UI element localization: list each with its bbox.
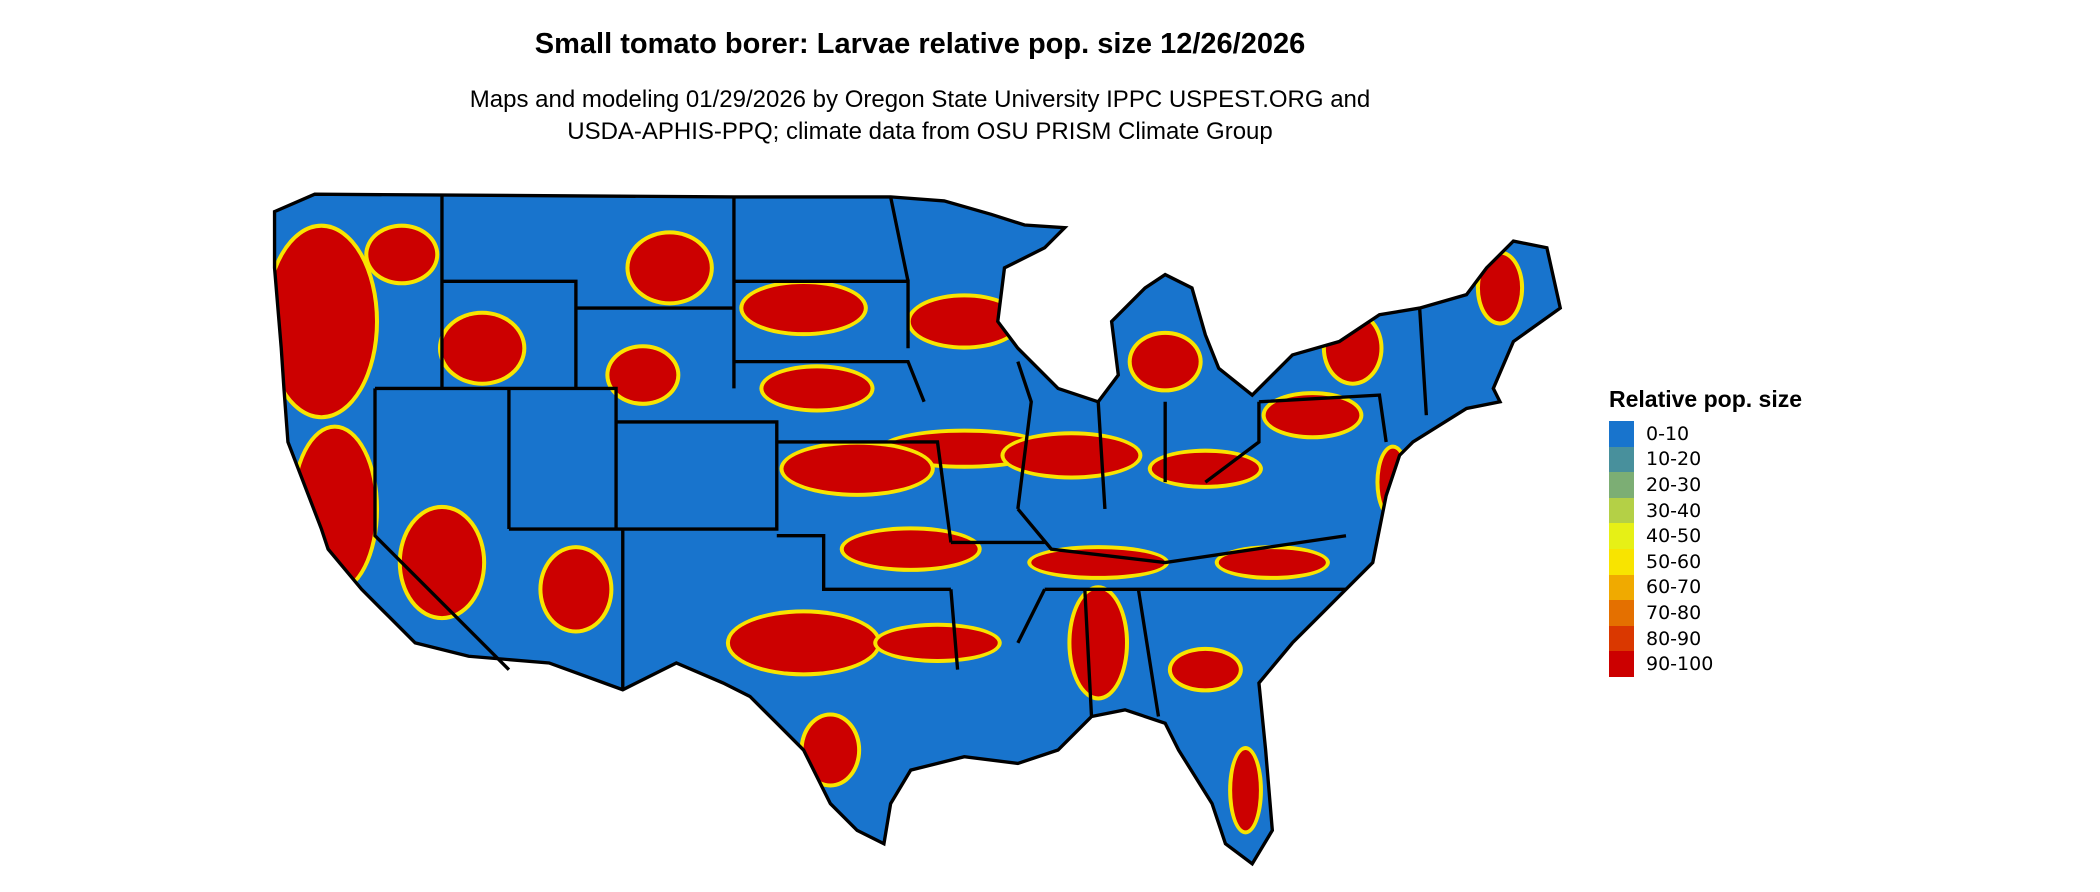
legend-swatch (1609, 472, 1634, 498)
legend-label: 40-50 (1646, 525, 1702, 548)
map-subtitle-line2: USDA-APHIS-PPQ; climate data from OSU PR… (567, 118, 1273, 145)
hotspot-area (1232, 750, 1259, 831)
legend-swatch (1609, 446, 1634, 473)
hotspot-area (763, 368, 871, 409)
legend-label: 10-20 (1646, 448, 1702, 471)
hotspot-area (1037, 328, 1105, 369)
hotspot-area (368, 227, 436, 282)
hotspot-area (609, 348, 677, 402)
legend-item: 40-50 (1609, 523, 1802, 549)
legend-item: 50-60 (1609, 548, 1802, 575)
hotspot-area (1033, 324, 1109, 373)
legend-item: 90-100 (1609, 651, 1802, 677)
hotspot-area (843, 530, 978, 568)
legend-swatch (1609, 497, 1634, 524)
legend-label: 0-10 (1646, 422, 1690, 445)
hotspot-area (274, 227, 375, 416)
hotspot-area (441, 314, 523, 382)
legend-swatch (1609, 548, 1634, 575)
hotspot-area (1071, 589, 1125, 697)
hotspot-area (542, 549, 610, 630)
hotspot-area (1218, 549, 1326, 576)
legend-item: 10-20 (1609, 446, 1802, 473)
hotspot-area (629, 234, 710, 302)
legend-swatch (1609, 421, 1634, 447)
legend-swatch (1609, 600, 1634, 626)
legend-label: 90-100 (1646, 653, 1714, 676)
legend-item: 0-10 (1609, 421, 1802, 447)
hotspot-area (294, 428, 375, 590)
map-subtitle-line1: Maps and modeling 01/29/2026 by Oregon S… (469, 86, 1371, 113)
hotspot-area (743, 283, 864, 333)
hotspot-area (877, 626, 998, 659)
legend-swatch (1609, 651, 1634, 677)
legend-label: 70-80 (1646, 601, 1702, 624)
hotspot-area (729, 613, 878, 673)
legend-label: 30-40 (1646, 499, 1702, 522)
legend-item: 30-40 (1609, 497, 1802, 524)
legend-label: 50-60 (1646, 550, 1702, 573)
hotspot-area (1151, 452, 1259, 485)
hotspot-area (1031, 549, 1166, 576)
hotspot-area (1325, 314, 1380, 382)
hotspot-area (803, 716, 858, 784)
legend-item: 60-70 (1609, 574, 1802, 601)
legend-item: 80-90 (1609, 625, 1802, 652)
legend-item: 70-80 (1609, 600, 1802, 626)
hotspot-area (910, 297, 1018, 346)
hotspot-area (401, 508, 483, 617)
state-borders (272, 192, 1562, 866)
hotspot-area (1004, 435, 1139, 476)
legend-label: 60-70 (1646, 576, 1702, 599)
legend-swatch (1609, 625, 1634, 652)
legend-item: 20-30 (1609, 472, 1802, 498)
legend-swatch (1609, 523, 1634, 549)
legend: Relative pop. size 0-10 10-20 20-30 30-40 40… (1609, 386, 1802, 677)
hotspot-area (1265, 395, 1360, 436)
legend-swatch (1609, 574, 1634, 601)
hotspot-area (1171, 650, 1239, 689)
map-title: Small tomato borer: Larvae relative pop.… (534, 28, 1306, 60)
hotspot-area (1131, 334, 1199, 389)
legend-label: 80-90 (1646, 627, 1702, 650)
legend-label: 20-30 (1646, 473, 1702, 496)
hotspot-area (783, 444, 931, 493)
legend-title: Relative pop. size (1609, 386, 1803, 412)
hotspot-area (1479, 254, 1521, 322)
